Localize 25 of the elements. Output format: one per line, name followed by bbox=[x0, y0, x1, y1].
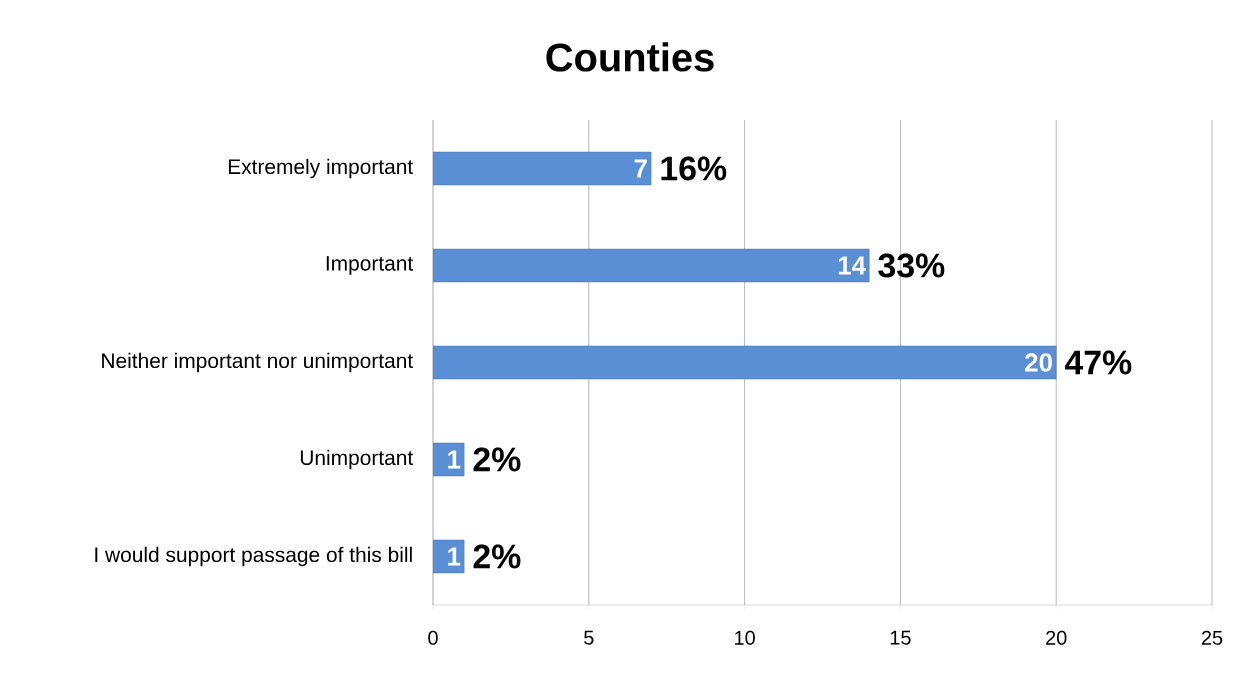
data-label: 14 bbox=[838, 256, 866, 275]
data-label: 1 bbox=[448, 450, 461, 469]
bar bbox=[433, 345, 1057, 380]
chart-title: Counties bbox=[546, 42, 714, 72]
data-label: 1 bbox=[448, 547, 461, 566]
bar bbox=[433, 248, 870, 283]
annotation: 33% bbox=[878, 253, 945, 278]
x-tick-label: 5 bbox=[584, 630, 594, 645]
data-label: 7 bbox=[634, 159, 647, 178]
data-label: 20 bbox=[1025, 353, 1052, 372]
y-tick-label: Unimportant bbox=[300, 449, 414, 470]
x-tick-label: 20 bbox=[1046, 630, 1067, 645]
bar bbox=[433, 151, 652, 186]
annotation: 47% bbox=[1064, 350, 1132, 375]
x-tick-label: 0 bbox=[428, 630, 438, 645]
x-tick-label: 15 bbox=[890, 630, 911, 645]
annotation: 16% bbox=[661, 156, 727, 181]
y-tick-label: Important bbox=[326, 256, 414, 275]
y-tick-label: Extremely important bbox=[228, 158, 414, 179]
x-tick-label: 25 bbox=[1201, 630, 1223, 645]
annotation: 2% bbox=[473, 544, 521, 569]
annotation: 2% bbox=[473, 447, 521, 472]
y-tick-label: I would support passage of this bill bbox=[95, 546, 412, 567]
x-tick-label: 10 bbox=[735, 630, 755, 645]
y-tick-label: Neither important nor unimportant bbox=[102, 352, 414, 373]
